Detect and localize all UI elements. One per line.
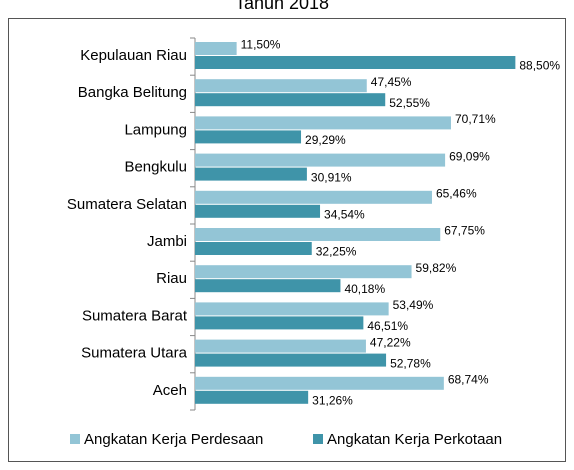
bar [195,376,444,390]
category-label: Jambi [147,233,187,250]
category-label: Lampung [124,121,187,138]
value-label: 47,22% [370,335,411,349]
value-label: 46,51% [367,319,408,333]
category-label: Sumatera Selatan [67,196,187,213]
value-label: 11,50% [241,38,281,52]
legend-label: Angkatan Kerja Perkotaan [327,431,502,448]
value-label: 32,25% [316,245,357,259]
category-label: Riau [156,270,187,287]
value-label: 67,75% [444,224,485,238]
bar [195,302,389,316]
value-label: 59,82% [416,261,457,275]
category-label: Aceh [153,382,187,399]
value-label: 31,26% [312,393,353,407]
bar [195,190,432,204]
bar [195,279,341,293]
bar [195,153,446,167]
value-label: 47,45% [371,75,412,89]
legend-swatch [70,434,80,444]
bar [195,130,302,144]
category-label: Kepulauan Riau [80,47,187,64]
chart-title: Tahun 2018 [235,0,329,13]
bar [195,93,386,107]
category-label: Sumatera Barat [82,307,188,324]
value-label: 29,29% [305,133,346,147]
bar [195,339,366,353]
value-label: 30,91% [311,170,352,184]
bar [195,316,364,330]
value-label: 53,49% [393,298,434,312]
bar [195,204,321,218]
legend-swatch [313,434,323,444]
value-label: 34,54% [324,207,365,221]
bar [195,242,312,255]
value-label: 65,46% [436,186,477,200]
value-label: 40,18% [344,282,385,296]
chart-border [8,18,566,462]
bar [195,228,441,241]
bar [195,167,307,181]
category-label: Sumatera Utara [81,345,188,362]
value-label: 52,78% [390,356,431,370]
bar [195,390,309,404]
legend-label: Angkatan Kerja Perdesaan [84,431,263,448]
value-label: 68,74% [448,372,489,386]
value-label: 52,55% [389,96,430,110]
value-label: 70,71% [455,112,496,126]
bar [195,42,237,55]
bar [195,116,451,130]
bar [195,265,412,279]
value-label: 88,50% [519,59,560,73]
value-label: 69,09% [449,149,490,163]
category-label: Bangka Belitung [78,84,187,101]
bar [195,353,387,367]
category-label: Bengkulu [124,159,187,176]
bar [195,79,367,93]
bar [195,56,516,69]
